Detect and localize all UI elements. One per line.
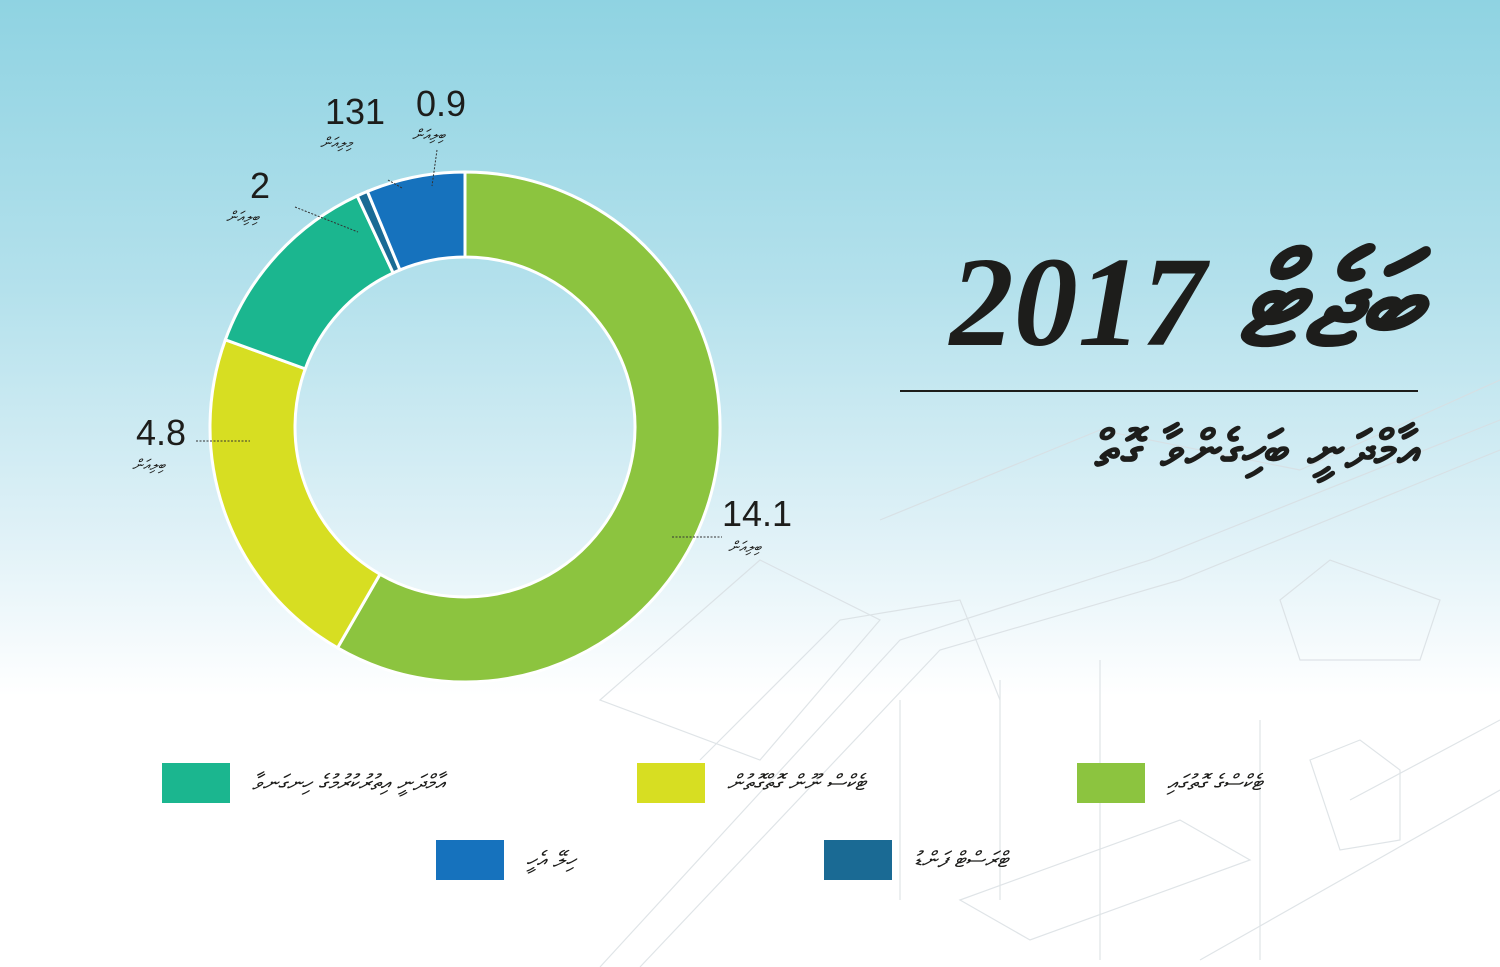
title-divider [900,390,1418,392]
donut-slice [335,170,722,684]
legend-item-revenue-enhancement: އާމްދަނީ އިތުރުކުރުމުގެ ހިނގަނވާ [162,763,444,803]
subtitle-revenue-breakdown: އާމްދަނީ ބަހިގެންވާ ގޮތް [1094,420,1420,480]
legend-item-nontax: ޓެކްސް ނޫން ގޮތްގޮތުން [637,763,865,803]
unit-label-nontax: ބިލިއަން [132,456,166,474]
value-label-other: 2 [250,165,271,206]
value-label-nontax: 4.8 [136,412,187,453]
legend-label: ޓްރަސްޓް ފަންޑު [914,847,1008,873]
leader-line [294,206,359,233]
leader-line [387,179,403,189]
legend-item-grants: ހިލޭ އެހީ [436,840,575,880]
title-budget-2017: ބަޖެޓް 2017 [949,231,1420,373]
unit-label-grants: ބިލިއަން [412,126,446,144]
donut-slice [208,337,383,650]
legend-label: ޓެކްސް ނޫން ގޮތްގޮތުން [727,770,866,796]
unit-label-other: ބިލިއަން [226,208,260,226]
legend-swatch [824,840,892,880]
legend-item-trust-fund: ޓްރަސްޓް ފަންޑު [824,840,1008,880]
value-label-trust: 131 [325,91,386,132]
value-label-grants: 0.9 [416,83,467,124]
unit-label-tax: ބިލިއަން [728,538,762,556]
value-label-tax: 14.1 [722,493,793,534]
legend-item-tax: ޓެކްސްގެ ގޮތުގައި [1077,763,1262,803]
legend-label: ހިލޭ އެހީ [526,847,576,873]
unit-label-trust: މިލިއަން [320,134,353,152]
legend-label: ޓެކްސްގެ ގޮތުގައި [1167,770,1263,796]
donut-slice [365,170,467,272]
leader-line [431,149,438,187]
legend-swatch [436,840,504,880]
legend-swatch [162,763,230,803]
legend-swatch [637,763,705,803]
legend-label: އާމްދަނީ އިތުރުކުރުމުގެ ހިނގަނވާ [252,770,445,796]
legend-swatch [1077,763,1145,803]
